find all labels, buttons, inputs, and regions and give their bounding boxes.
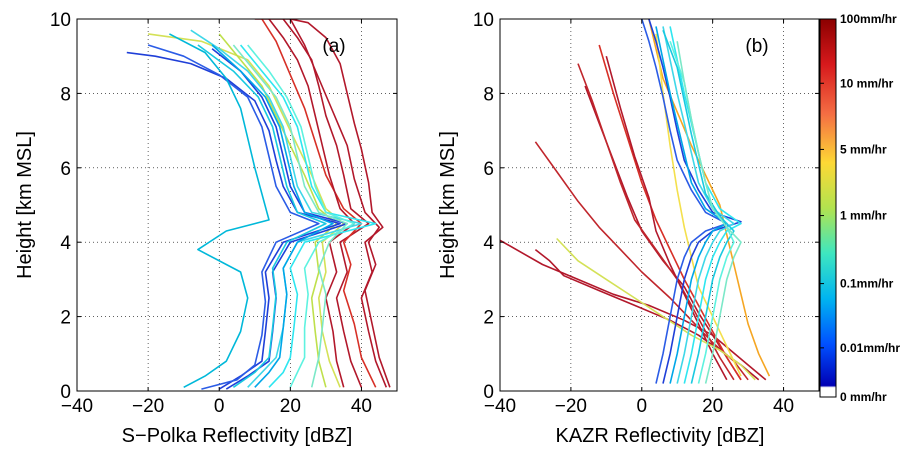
ticks-a: −40 −20 0 20 40 0 2 4 6 8 10 bbox=[50, 10, 397, 417]
profile-line-a-5 bbox=[268, 19, 356, 388]
axes-frame-a bbox=[76, 18, 398, 392]
profile-line-b-16 bbox=[662, 29, 735, 384]
y-tick-label: 4 bbox=[60, 233, 71, 254]
x-tick-label: 0 bbox=[214, 396, 225, 417]
profile-line-a-17 bbox=[232, 44, 349, 388]
y-axis-label-a: Height [km MSL] bbox=[14, 131, 36, 279]
x-tick-label: 40 bbox=[351, 396, 372, 417]
x-tick-label: −40 bbox=[484, 396, 516, 417]
profile-line-a-13 bbox=[239, 44, 377, 388]
y-tick-label: 10 bbox=[473, 10, 494, 31]
colorbar: 100mm/hr 10 mm/hr 5 mm/hr 1 mm/hr 0.1mm/hr 0.… bbox=[819, 12, 900, 404]
y-axis-label-b: Height [km MSL] bbox=[437, 131, 459, 279]
profile-line-a-15 bbox=[247, 44, 356, 388]
series-b bbox=[500, 19, 771, 384]
x-tick-label: 20 bbox=[280, 396, 301, 417]
ticks-b: −40 −20 0 20 40 0 2 4 6 8 10 bbox=[473, 10, 819, 417]
colorbar-label: 10 mm/hr bbox=[840, 76, 894, 90]
y-tick-label: 8 bbox=[483, 84, 494, 105]
y-tick-label: 0 bbox=[60, 382, 71, 403]
colorbar-label: 0.1mm/hr bbox=[840, 277, 894, 291]
y-tick-label: 4 bbox=[483, 233, 494, 254]
y-tick-label: 6 bbox=[483, 159, 494, 180]
panel-label-b: (b) bbox=[745, 36, 768, 57]
profile-line-b-7 bbox=[605, 55, 728, 381]
profile-line-a-12 bbox=[190, 29, 363, 388]
x-tick-label: −20 bbox=[555, 396, 587, 417]
profile-line-b-14 bbox=[662, 26, 735, 384]
profile-line-b-12 bbox=[641, 19, 728, 384]
profile-line-b-10 bbox=[655, 33, 742, 377]
plot-area-b bbox=[500, 19, 819, 391]
profile-line-a-1 bbox=[254, 19, 388, 388]
profile-line-b-9 bbox=[648, 19, 771, 377]
y-tick-label: 0 bbox=[483, 382, 494, 403]
colorbar-label: 0 mm/hr bbox=[840, 390, 887, 404]
panel-a: −40 −20 0 20 40 0 2 4 6 8 10 (a) S−Polka Reflectiv… bbox=[14, 10, 398, 447]
profile-line-b-3 bbox=[534, 141, 749, 381]
x-tick-label: −20 bbox=[132, 396, 164, 417]
colorbar-label: 0.01mm/hr bbox=[840, 341, 900, 355]
profile-line-a-3 bbox=[289, 19, 391, 388]
x-tick-label: 20 bbox=[702, 396, 723, 417]
panel-b: −40 −20 0 20 40 0 2 4 6 8 10 (b) KAZR Reflectivity… bbox=[437, 10, 820, 447]
axes-frame-b bbox=[499, 18, 820, 392]
colorbar-label: 100mm/hr bbox=[840, 12, 897, 26]
profile-line-b-18 bbox=[676, 41, 742, 384]
profile-line-a-14 bbox=[197, 44, 327, 388]
panel-label-a: (a) bbox=[322, 36, 345, 57]
x-axis-label-b: KAZR Reflectivity [dBZ] bbox=[556, 425, 765, 447]
x-axis-label-a: S−Polka Reflectivity [dBZ] bbox=[122, 425, 353, 447]
profile-line-a-16 bbox=[211, 44, 334, 388]
profile-line-a-11 bbox=[169, 33, 270, 389]
y-tick-label: 2 bbox=[60, 308, 71, 329]
y-tick-label: 2 bbox=[483, 308, 494, 329]
profile-line-a-9 bbox=[147, 44, 320, 390]
colorbar-label: 5 mm/hr bbox=[840, 142, 887, 156]
series-a bbox=[126, 19, 391, 390]
profile-line-b-5 bbox=[577, 63, 735, 381]
profile-line-b-11 bbox=[648, 19, 742, 384]
colorbar-labels: 100mm/hr 10 mm/hr 5 mm/hr 1 mm/hr 0.1mm/hr 0.… bbox=[820, 12, 900, 404]
colorbar-gradient bbox=[819, 18, 837, 398]
x-tick-label: −40 bbox=[61, 396, 93, 417]
profile-line-a-4 bbox=[261, 19, 377, 388]
x-tick-label: 0 bbox=[636, 396, 647, 417]
x-tick-label: 40 bbox=[773, 396, 794, 417]
profile-line-a-6 bbox=[147, 33, 345, 388]
colorbar-label: 1 mm/hr bbox=[840, 209, 887, 223]
y-tick-label: 10 bbox=[50, 10, 71, 31]
y-tick-label: 8 bbox=[60, 84, 71, 105]
y-tick-label: 6 bbox=[60, 159, 71, 180]
profile-line-b-6 bbox=[598, 44, 742, 381]
profile-line-b-15 bbox=[669, 26, 742, 384]
